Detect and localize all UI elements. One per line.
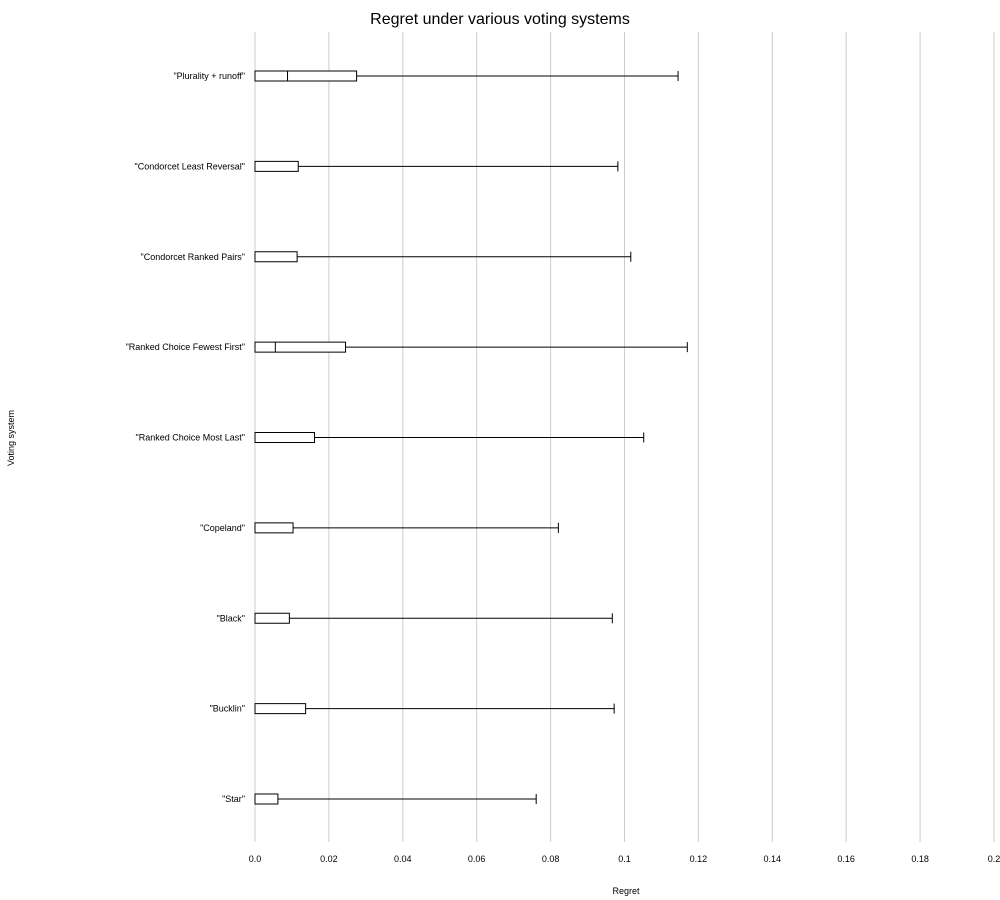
- box: [254, 251, 298, 263]
- x-tick-label: 0.18: [911, 854, 929, 864]
- x-tick-label: 0.1: [618, 854, 631, 864]
- box-plot: [254, 793, 537, 805]
- box: [254, 522, 294, 534]
- category-label: "Condorcet Ranked Pairs": [141, 252, 245, 262]
- box-plot: [254, 522, 559, 534]
- x-tick-label: 0.16: [837, 854, 855, 864]
- box: [254, 793, 279, 805]
- category-label: "Plurality + runoff": [173, 71, 245, 81]
- x-axis-ticks: 0.0 0.02 0.04 0.06 0.08 0.1 0.12 0.14 0.16 0.18 0.…: [249, 854, 1000, 864]
- box-plot: [254, 341, 688, 353]
- box-plot: [254, 612, 613, 624]
- x-tick-label: 0.12: [690, 854, 708, 864]
- category-label: "Ranked Choice Most Last": [136, 433, 245, 443]
- box: [254, 70, 358, 82]
- x-tick-label: 0.08: [542, 854, 560, 864]
- x-tick-label: 0.04: [394, 854, 412, 864]
- x-tick-label: 0.06: [468, 854, 486, 864]
- boxes: [254, 70, 688, 805]
- x-tick-label: 0.02: [320, 854, 338, 864]
- chart-title: Regret under various voting systems: [370, 11, 630, 28]
- category-label: "Black": [217, 613, 245, 623]
- box: [254, 612, 290, 624]
- box: [254, 432, 315, 443]
- category-labels: "Plurality + runoff" "Condorcet Least Rev…: [126, 71, 245, 804]
- category-label: "Copeland": [200, 523, 245, 533]
- box: [254, 703, 307, 715]
- y-axis-label: Voting system: [6, 410, 16, 466]
- x-tick-label: 0.2: [988, 854, 1000, 864]
- box-plot: [254, 432, 645, 443]
- box-plot: [254, 70, 679, 82]
- x-tick-label: 0.0: [249, 854, 262, 864]
- category-label: "Bucklin": [210, 704, 245, 714]
- category-label: "Ranked Choice Fewest First": [126, 342, 245, 352]
- box-plot: [254, 703, 615, 715]
- category-label: "Condorcet Least Reversal": [135, 161, 245, 171]
- box: [254, 160, 299, 172]
- box-plot: [254, 160, 619, 172]
- box-plot: [254, 251, 632, 263]
- box: [254, 341, 347, 353]
- category-label: "Star": [222, 794, 245, 804]
- x-tick-label: 0.14: [764, 854, 782, 864]
- x-axis-label: Regret: [612, 886, 640, 896]
